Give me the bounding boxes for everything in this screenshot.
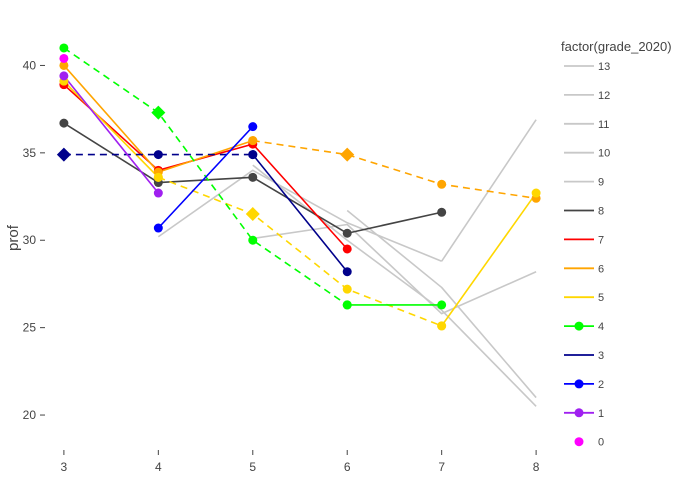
legend-swatch-marker xyxy=(574,408,584,418)
y-axis: 20 25 30 35 40 xyxy=(23,58,45,422)
x-tick-label: 8 xyxy=(533,460,540,474)
data-point-grade-6 xyxy=(437,179,447,189)
legend-label: 4 xyxy=(598,321,604,333)
legend-item-6[interactable]: 6 xyxy=(564,263,604,275)
legend-item-7[interactable]: 7 xyxy=(564,234,604,246)
series-line-grade-3 xyxy=(252,154,348,273)
legend-label: 12 xyxy=(598,90,610,102)
diamond-markers xyxy=(56,105,355,222)
data-point-grade-5 xyxy=(342,284,352,294)
series-line-grade-7 xyxy=(63,84,348,250)
series-line-grade-5 xyxy=(158,176,442,327)
y-tick-label: 20 xyxy=(23,408,37,422)
legend-item-12[interactable]: 12 xyxy=(564,90,610,102)
legend-label: 3 xyxy=(598,350,604,362)
data-point-grade-5 xyxy=(531,188,541,198)
series-line-grade-10 xyxy=(252,223,537,315)
data-point-grade-3 xyxy=(153,150,163,160)
data-point-grade-4 xyxy=(437,300,447,310)
data-point-grade-0 xyxy=(59,53,69,63)
data-point-grade-8 xyxy=(342,228,352,238)
data-point-grade-3 xyxy=(342,267,352,277)
legend-item-10[interactable]: 10 xyxy=(564,148,610,160)
diamond-marker xyxy=(56,147,71,162)
legend-item-13[interactable]: 13 xyxy=(564,61,610,73)
series-line-grade-5 xyxy=(441,192,537,327)
x-tick-label: 7 xyxy=(438,460,445,474)
y-tick-label: 40 xyxy=(23,58,37,72)
legend-item-8[interactable]: 8 xyxy=(564,206,604,218)
x-tick-label: 4 xyxy=(155,460,162,474)
data-point-grade-2 xyxy=(248,122,258,132)
data-point-grade-4 xyxy=(59,43,69,53)
x-tick-label: 3 xyxy=(61,460,68,474)
series-lines xyxy=(63,47,537,407)
x-tick-label: 5 xyxy=(249,460,256,474)
legend-title: factor(grade_2020) xyxy=(561,39,672,54)
legend-swatch-marker xyxy=(574,379,584,389)
legend-item-4[interactable]: 4 xyxy=(564,321,604,333)
series-line-grade-2 xyxy=(157,126,254,229)
legend-label: 11 xyxy=(598,119,609,131)
legend-label: 1 xyxy=(598,408,604,420)
x-axis: 3 4 5 6 7 8 xyxy=(61,450,540,474)
legend-item-5[interactable]: 5 xyxy=(564,292,604,304)
series-line-grade-1 xyxy=(63,75,159,194)
legend-item-3[interactable]: 3 xyxy=(564,350,604,362)
legend-label: 8 xyxy=(598,206,604,218)
data-point-grade-3 xyxy=(248,150,258,160)
legend-item-9[interactable]: 9 xyxy=(564,177,604,189)
legend-label: 0 xyxy=(598,437,604,449)
legend-item-11[interactable]: 11 xyxy=(564,119,609,131)
diamond-marker xyxy=(245,207,260,222)
data-point-grade-4 xyxy=(248,235,258,245)
y-tick-label: 35 xyxy=(23,146,37,160)
series-line-grade-12 xyxy=(157,169,442,262)
data-point-grade-4 xyxy=(342,300,352,310)
y-tick-label: 25 xyxy=(23,321,37,335)
diamond-marker xyxy=(151,105,166,120)
x-tick-label: 6 xyxy=(344,460,351,474)
series-line-grade-5 xyxy=(63,80,159,178)
legend-label: 6 xyxy=(598,263,604,275)
legend-label: 10 xyxy=(598,148,610,160)
data-point-grade-6 xyxy=(59,60,69,70)
data-point-grade-2 xyxy=(153,223,163,233)
legend-item-0[interactable]: 0 xyxy=(574,437,605,449)
data-point-grade-5 xyxy=(153,172,163,182)
legend-label: 9 xyxy=(598,177,604,189)
legend-label: 13 xyxy=(598,61,610,73)
y-axis-title: prof xyxy=(5,224,22,251)
data-point-grade-1 xyxy=(59,71,69,81)
legend-label: 5 xyxy=(598,292,604,304)
legend-label: 7 xyxy=(598,234,604,246)
data-point-grade-5 xyxy=(437,321,447,331)
plot-area xyxy=(56,43,541,407)
legend-item-1[interactable]: 1 xyxy=(564,408,604,420)
legend-swatch-marker xyxy=(574,437,584,447)
legend-swatch-marker xyxy=(574,321,584,331)
data-point-grade-8 xyxy=(248,172,258,182)
series-line-grade-11 xyxy=(441,119,537,262)
series-line-grade-13 xyxy=(252,164,537,407)
legend-item-2[interactable]: 2 xyxy=(564,379,604,391)
data-point-grade-8 xyxy=(59,118,69,128)
series-line-grade-9 xyxy=(346,209,537,399)
data-point-grade-6 xyxy=(248,136,258,146)
y-tick-label: 30 xyxy=(23,233,37,247)
data-point-grade-8 xyxy=(437,207,447,217)
data-point-grade-7 xyxy=(342,244,352,254)
series-line-grade-6 xyxy=(252,139,537,200)
diamond-marker xyxy=(340,147,355,162)
legend-label: 2 xyxy=(598,379,604,391)
data-point-grade-1 xyxy=(153,188,163,198)
